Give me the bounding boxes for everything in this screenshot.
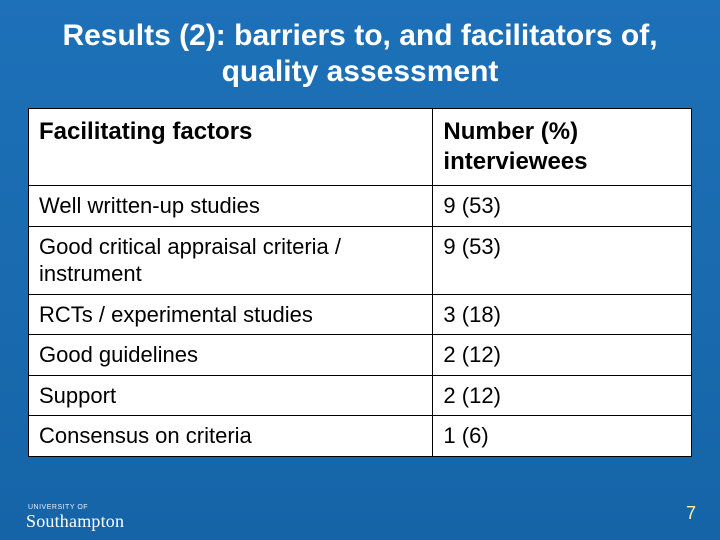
cell-number: 1 (6) (433, 416, 692, 457)
facilitators-table: Facilitating factors Number (%) intervie… (28, 108, 692, 457)
slide-title: Results (2): barriers to, and facilitato… (44, 18, 676, 90)
slide-footer: UNIVERSITY OF Southampton 7 (0, 492, 720, 530)
slide: Results (2): barriers to, and facilitato… (0, 0, 720, 540)
logo-line1: UNIVERSITY OF (26, 504, 124, 511)
table-row: Good guidelines 2 (12) (29, 335, 692, 376)
page-number: 7 (686, 503, 696, 524)
col-header-number: Number (%) interviewees (433, 109, 692, 186)
cell-number: 2 (12) (433, 375, 692, 416)
cell-factor: Good guidelines (29, 335, 433, 376)
cell-factor: RCTs / experimental studies (29, 294, 433, 335)
table-row: Well written-up studies 9 (53) (29, 186, 692, 227)
cell-number: 2 (12) (433, 335, 692, 376)
university-logo: UNIVERSITY OF Southampton (26, 504, 124, 530)
cell-factor: Support (29, 375, 433, 416)
col-header-factors: Facilitating factors (29, 109, 433, 186)
table-row: Support 2 (12) (29, 375, 692, 416)
cell-factor: Good critical appraisal criteria / instr… (29, 226, 433, 294)
table-header-row: Facilitating factors Number (%) intervie… (29, 109, 692, 186)
table-row: Good critical appraisal criteria / instr… (29, 226, 692, 294)
cell-number: 9 (53) (433, 226, 692, 294)
table-row: Consensus on criteria 1 (6) (29, 416, 692, 457)
cell-factor: Well written-up studies (29, 186, 433, 227)
table-row: RCTs / experimental studies 3 (18) (29, 294, 692, 335)
cell-number: 9 (53) (433, 186, 692, 227)
logo-line2: Southampton (26, 512, 124, 530)
cell-factor: Consensus on criteria (29, 416, 433, 457)
cell-number: 3 (18) (433, 294, 692, 335)
